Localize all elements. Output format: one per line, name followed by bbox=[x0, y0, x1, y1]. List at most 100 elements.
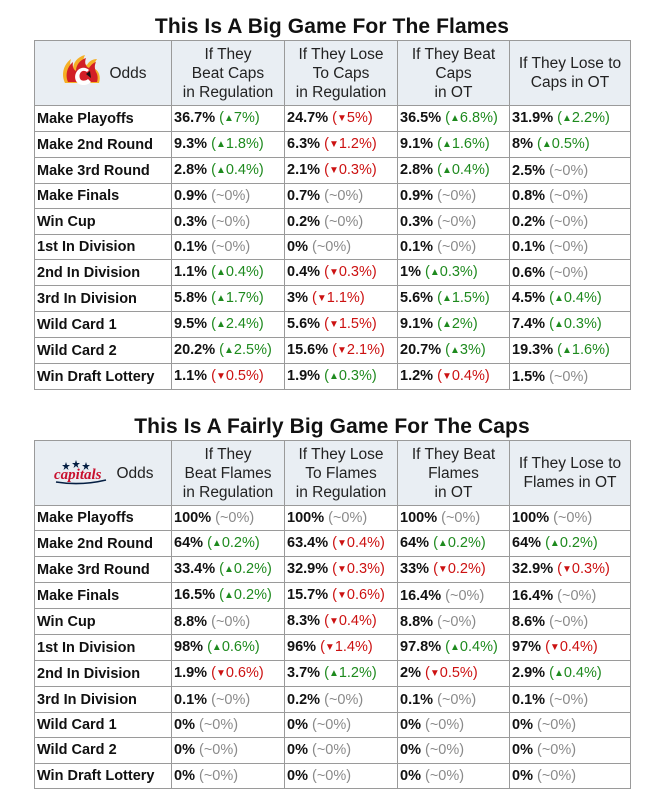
odds-change: (~0%) bbox=[549, 264, 589, 281]
odds-change: (~0%) bbox=[437, 188, 477, 205]
odds-change-value: 0.3% bbox=[338, 264, 372, 281]
odds-value: 5.8% bbox=[174, 290, 208, 307]
odds-value: 0% bbox=[400, 742, 421, 759]
odds-value: 100% bbox=[400, 510, 438, 527]
odds-change-value: ~0% bbox=[441, 188, 472, 205]
odds-cell: 0% (~0%) bbox=[509, 762, 631, 789]
odds-value: 63.4% bbox=[287, 535, 329, 552]
odds-value: 0.2% bbox=[512, 213, 546, 230]
odds-change-value: 0.2% bbox=[221, 535, 255, 552]
odds-cell: 33% (▼0.2%) bbox=[397, 556, 510, 584]
odds-cell: 100% (~0%) bbox=[397, 504, 510, 532]
odds-change-value: 0.3% bbox=[346, 561, 380, 578]
odds-change: (▲0.4%) bbox=[211, 264, 264, 280]
table-row: 2nd In Division 1.1% (▲0.4%) 0.4% (▼0.3%) 1… bbox=[34, 259, 631, 287]
odds-change: (~0%) bbox=[199, 742, 239, 759]
odds-value: 0.9% bbox=[400, 188, 434, 205]
row-label: Win Draft Lottery bbox=[34, 762, 172, 789]
odds-cell: 20.2% (▲2.5%) bbox=[171, 337, 285, 365]
odds-cell: 36.7% (▲7%) bbox=[171, 105, 285, 132]
odds-cell: 9.1% (▲1.6%) bbox=[397, 131, 510, 158]
odds-change-value: 0.2% bbox=[233, 561, 267, 578]
odds-cell: 1.1% (▲0.4%) bbox=[171, 259, 285, 287]
row-label: 3rd In Division bbox=[34, 686, 172, 713]
odds-value: 31.9% bbox=[512, 110, 554, 126]
odds-value: 5.6% bbox=[400, 290, 434, 307]
odds-value: 100% bbox=[174, 510, 212, 527]
table-row: 1st In Division 0.1% (~0%) 0% (~0%) 0.1% (~… bbox=[34, 233, 631, 261]
odds-cell: 0.9% (~0%) bbox=[171, 182, 285, 210]
row-label: Make 3rd Round bbox=[34, 157, 172, 184]
odds-change-value: ~0% bbox=[328, 188, 359, 205]
table-row: 3rd In Division 5.8% (▲1.7%) 3% (▼1.1%) 5.6… bbox=[34, 285, 631, 313]
logo-header-cell: Odds bbox=[34, 40, 172, 106]
odds-value: 0.6% bbox=[512, 264, 546, 281]
odds-change-value: ~0% bbox=[429, 716, 460, 733]
arrow-up-icon: ▲ bbox=[450, 642, 460, 654]
odds-change-value: ~0% bbox=[441, 238, 472, 255]
odds-change: (▼1.1%) bbox=[312, 290, 365, 306]
arrow-down-icon: ▼ bbox=[337, 590, 347, 602]
odds-cell: 96% (▼1.4%) bbox=[284, 634, 398, 662]
odds-change-value: 0.4% bbox=[338, 613, 372, 630]
arrow-up-icon: ▲ bbox=[215, 139, 226, 150]
odds-value: 9.3% bbox=[174, 136, 208, 152]
arrow-up-icon: ▲ bbox=[224, 345, 234, 357]
arrow-down-icon: ▼ bbox=[328, 319, 339, 331]
odds-cell: 8.8% (~0%) bbox=[171, 608, 285, 636]
odds-value: 16.4% bbox=[400, 587, 442, 604]
odds-change: (~0%) bbox=[549, 213, 589, 230]
odds-value: 2.8% bbox=[174, 162, 208, 178]
table-row: Wild Card 1 0% (~0%) 0% (~0%) 0% (~0%) 0% (~… bbox=[34, 711, 631, 739]
table-row: 2nd In Division 1.9% (▼0.6%) 3.7% (▲1.2%) 2… bbox=[34, 660, 631, 688]
arrow-up-icon: ▲ bbox=[211, 642, 222, 654]
odds-cell: 0.7% (~0%) bbox=[284, 182, 398, 210]
row-label: Make Playoffs bbox=[34, 504, 172, 532]
odds-change: (▲0.2%) bbox=[219, 587, 272, 603]
arrow-down-icon: ▼ bbox=[429, 668, 440, 680]
odds-change: (▲0.2%) bbox=[545, 535, 598, 551]
odds-cell: 0% (~0%) bbox=[171, 737, 285, 764]
arrow-up-icon: ▲ bbox=[224, 113, 234, 124]
odds-cell: 0.1% (~0%) bbox=[509, 686, 631, 713]
odds-change: (▲0.4%) bbox=[445, 639, 498, 655]
odds-change-value: ~0% bbox=[441, 613, 472, 630]
odds-cell: 0% (~0%) bbox=[397, 737, 510, 764]
odds-value: 8.8% bbox=[174, 613, 208, 630]
odds-change-value: 2.5% bbox=[233, 342, 267, 359]
table-row: Wild Card 2 20.2% (▲2.5%) 15.6% (▼2.1%) 20.… bbox=[34, 337, 631, 365]
arrow-up-icon: ▲ bbox=[328, 371, 339, 383]
arrow-down-icon: ▼ bbox=[337, 564, 347, 576]
odds-cell: 8.8% (~0%) bbox=[397, 608, 510, 636]
table-row: Win Draft Lottery 0% (~0%) 0% (~0%) 0% (~0%… bbox=[34, 762, 631, 789]
odds-cell: 5.6% (▼1.5%) bbox=[284, 311, 398, 339]
odds-value: 32.9% bbox=[287, 561, 329, 578]
odds-value: 19.3% bbox=[512, 342, 554, 359]
odds-change: (~0%) bbox=[211, 213, 251, 230]
odds-change: (▼0.3%) bbox=[324, 264, 377, 280]
arrow-up-icon: ▲ bbox=[553, 319, 564, 331]
odds-change: (~0%) bbox=[537, 742, 577, 759]
odds-change-value: ~0% bbox=[328, 213, 359, 230]
odds-change-value: 6.8% bbox=[459, 110, 493, 126]
odds-cell: 2.8% (▲0.4%) bbox=[397, 157, 510, 184]
odds-change: (▼0.6%) bbox=[211, 665, 264, 681]
odds-value: 0% bbox=[400, 767, 421, 784]
odds-change-value: 0.6% bbox=[346, 587, 380, 604]
odds-value: 97.8% bbox=[400, 639, 442, 656]
table-row: 3rd In Division 0.1% (~0%) 0.2% (~0%) 0.1% … bbox=[34, 686, 631, 713]
odds-cell: 15.6% (▼2.1%) bbox=[284, 337, 398, 365]
arrow-up-icon: ▲ bbox=[562, 113, 572, 124]
odds-value: 8% bbox=[512, 136, 533, 152]
table-row: Win Cup 0.3% (~0%) 0.2% (~0%) 0.3% (~0%) 0.2… bbox=[34, 208, 631, 235]
odds-value: 0% bbox=[287, 742, 308, 759]
odds-value: 0.7% bbox=[287, 188, 321, 205]
odds-cell: 0.1% (~0%) bbox=[171, 233, 285, 261]
odds-change: (~0%) bbox=[557, 587, 597, 604]
odds-change-value: 0.4% bbox=[225, 264, 259, 281]
odds-change: (▲0.3%) bbox=[324, 368, 377, 384]
odds-cell: 0% (~0%) bbox=[284, 711, 398, 739]
odds-value: 0.4% bbox=[287, 264, 321, 281]
odds-value: 0% bbox=[174, 716, 195, 733]
odds-cell: 98% (▲0.6%) bbox=[171, 634, 285, 662]
